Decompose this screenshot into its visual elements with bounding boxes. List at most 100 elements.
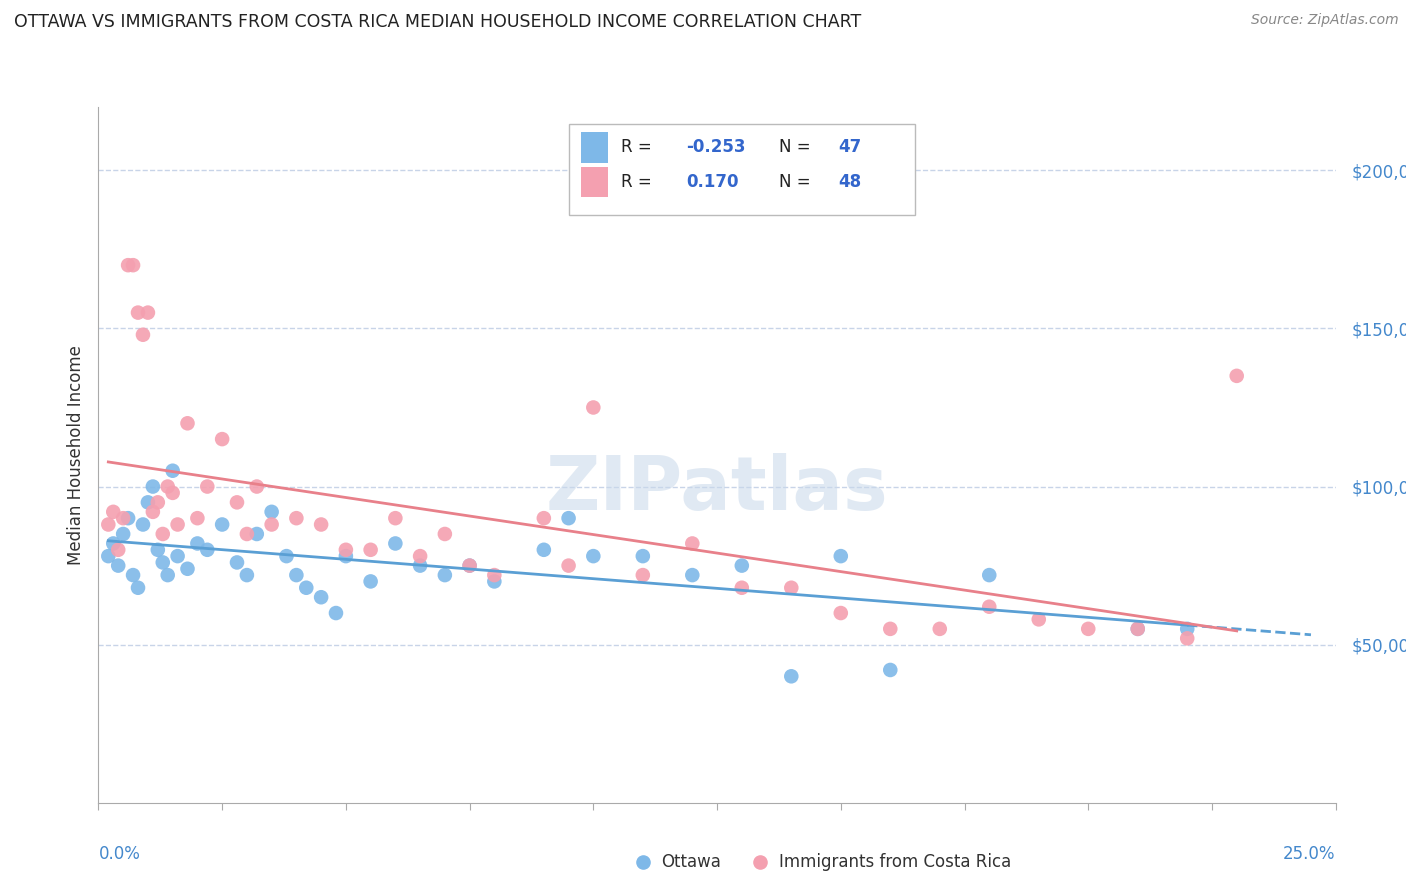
Point bbox=[285, 511, 308, 525]
Point bbox=[731, 581, 754, 595]
Point bbox=[156, 479, 179, 493]
Point bbox=[226, 495, 249, 509]
Point bbox=[1226, 368, 1249, 383]
Point bbox=[1175, 632, 1198, 646]
Point bbox=[1126, 622, 1149, 636]
Point bbox=[127, 581, 149, 595]
Point bbox=[631, 549, 654, 563]
Point bbox=[681, 536, 703, 550]
Point bbox=[276, 549, 298, 563]
Point bbox=[484, 574, 506, 589]
Text: Immigrants from Costa Rica: Immigrants from Costa Rica bbox=[779, 853, 1011, 871]
Point bbox=[132, 517, 155, 532]
Point bbox=[335, 549, 357, 563]
Point bbox=[309, 517, 332, 532]
Text: Source: ZipAtlas.com: Source: ZipAtlas.com bbox=[1251, 13, 1399, 28]
Point bbox=[458, 558, 481, 573]
Point bbox=[533, 511, 555, 525]
Point bbox=[136, 495, 159, 509]
Point bbox=[780, 669, 803, 683]
Point bbox=[176, 417, 198, 431]
Point bbox=[433, 527, 456, 541]
Point bbox=[142, 479, 165, 493]
Point bbox=[166, 517, 188, 532]
Point bbox=[112, 511, 135, 525]
Y-axis label: Median Household Income: Median Household Income bbox=[66, 345, 84, 565]
Point bbox=[186, 511, 208, 525]
Text: 25.0%: 25.0% bbox=[1284, 845, 1336, 863]
Point bbox=[152, 527, 174, 541]
Point bbox=[533, 542, 555, 557]
Point bbox=[246, 527, 269, 541]
Point bbox=[103, 505, 125, 519]
Point bbox=[186, 536, 208, 550]
Text: ZIPatlas: ZIPatlas bbox=[546, 453, 889, 526]
Bar bbox=[581, 167, 609, 197]
Point bbox=[979, 568, 1001, 582]
Point bbox=[360, 574, 382, 589]
Point bbox=[309, 591, 332, 605]
Point bbox=[146, 495, 169, 509]
Text: 0.170: 0.170 bbox=[686, 173, 738, 191]
Point bbox=[557, 511, 579, 525]
Point bbox=[117, 511, 139, 525]
Point bbox=[97, 549, 120, 563]
Point bbox=[146, 542, 169, 557]
Point bbox=[1126, 622, 1149, 636]
Point bbox=[211, 517, 233, 532]
Point bbox=[127, 305, 149, 319]
Point bbox=[112, 527, 135, 541]
Point bbox=[1175, 622, 1198, 636]
Point bbox=[1077, 622, 1099, 636]
Point bbox=[325, 606, 347, 620]
Point bbox=[132, 327, 155, 342]
Point bbox=[246, 479, 269, 493]
Point bbox=[384, 511, 406, 525]
Point bbox=[780, 581, 803, 595]
Point bbox=[295, 581, 318, 595]
Point bbox=[582, 401, 605, 415]
Text: R =: R = bbox=[620, 173, 662, 191]
Point bbox=[979, 599, 1001, 614]
Point bbox=[156, 568, 179, 582]
Point bbox=[122, 258, 145, 272]
Point bbox=[285, 568, 308, 582]
Point bbox=[458, 558, 481, 573]
Point bbox=[260, 505, 283, 519]
Text: -0.253: -0.253 bbox=[686, 138, 745, 156]
Text: 48: 48 bbox=[838, 173, 862, 191]
Point bbox=[226, 556, 249, 570]
Point bbox=[162, 464, 184, 478]
Point bbox=[122, 568, 145, 582]
Point bbox=[211, 432, 233, 446]
Point bbox=[152, 556, 174, 570]
Point bbox=[136, 305, 159, 319]
Point bbox=[830, 549, 852, 563]
Text: R =: R = bbox=[620, 138, 657, 156]
Point bbox=[557, 558, 579, 573]
Text: 47: 47 bbox=[838, 138, 862, 156]
Point bbox=[260, 517, 283, 532]
Point bbox=[879, 622, 901, 636]
Point bbox=[879, 663, 901, 677]
Text: Ottawa: Ottawa bbox=[661, 853, 721, 871]
Point bbox=[103, 536, 125, 550]
Text: OTTAWA VS IMMIGRANTS FROM COSTA RICA MEDIAN HOUSEHOLD INCOME CORRELATION CHART: OTTAWA VS IMMIGRANTS FROM COSTA RICA MED… bbox=[14, 13, 862, 31]
Point bbox=[107, 542, 129, 557]
Point bbox=[484, 568, 506, 582]
Point bbox=[928, 622, 950, 636]
Point bbox=[166, 549, 188, 563]
Point bbox=[176, 562, 198, 576]
Point bbox=[236, 568, 259, 582]
Point bbox=[384, 536, 406, 550]
Point bbox=[433, 568, 456, 582]
Point bbox=[117, 258, 139, 272]
Bar bbox=[581, 132, 609, 162]
Text: N =: N = bbox=[779, 138, 815, 156]
Point bbox=[335, 542, 357, 557]
Text: 0.0%: 0.0% bbox=[98, 845, 141, 863]
Point bbox=[195, 542, 218, 557]
Point bbox=[195, 479, 218, 493]
Point bbox=[731, 558, 754, 573]
Point bbox=[409, 558, 432, 573]
